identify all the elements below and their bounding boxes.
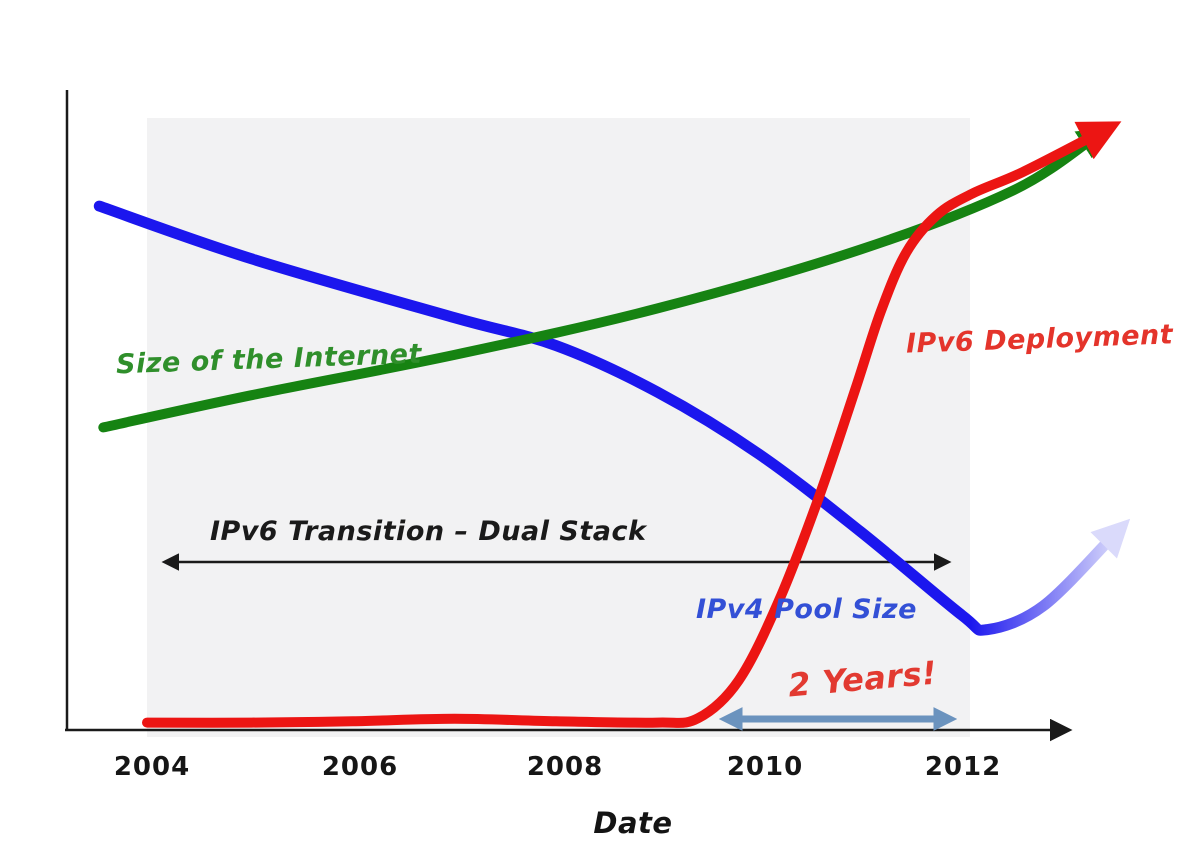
x-axis-title: Date [593,806,673,840]
ipv4-pool-size-curve [93,200,1131,636]
size-of-internet-curve [98,127,1110,433]
dual-stack-shaded-band [147,118,970,737]
x-tick-2010: 2010 [726,752,804,782]
x-tick-2006: 2006 [321,752,399,782]
series-label-ipv4-pool-size: IPv4 Pool Size [696,594,917,625]
annotation-ipv6-transition-dual-stack: IPv6 Transition – Dual Stack [210,516,647,547]
x-tick-2004: 2004 [113,752,191,782]
x-tick-2008: 2008 [526,752,604,782]
ipv6-deployment-curve [142,121,1122,728]
x-tick-2012: 2012 [924,752,1002,782]
